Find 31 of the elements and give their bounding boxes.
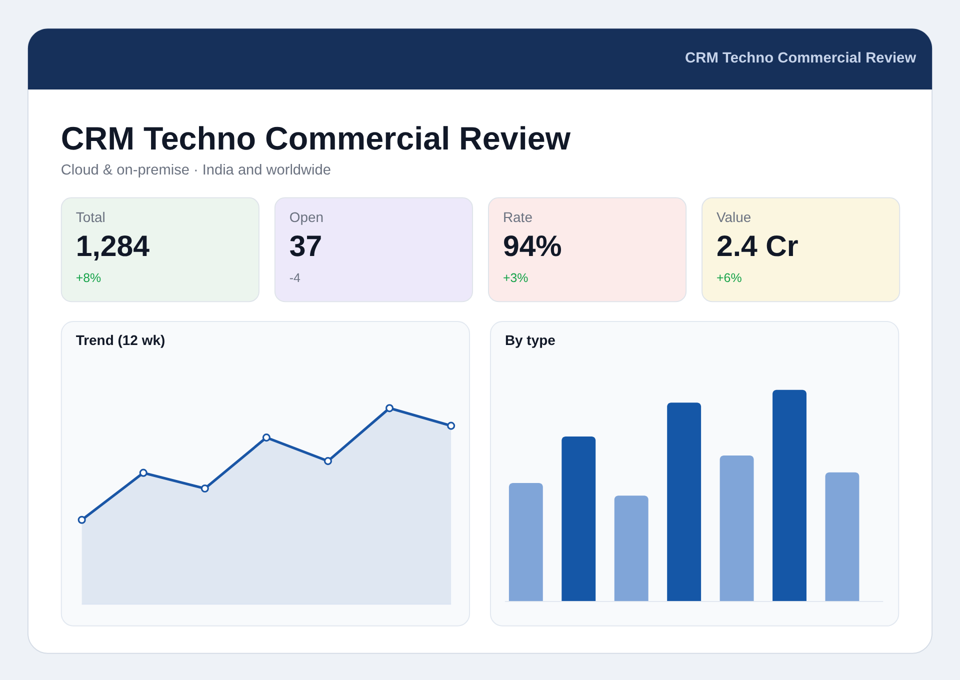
point: [200, 484, 209, 493]
text: CRM Techno Commercial Review: [60, 120, 572, 156]
text: -4: [289, 271, 301, 286]
bar: [508, 482, 543, 602]
bar: [614, 496, 648, 602]
text: Rate: [502, 209, 533, 226]
bar: [562, 436, 596, 602]
point: [324, 457, 332, 466]
text: Total: [76, 209, 106, 226]
text: CRM Techno Commercial Review: [685, 50, 917, 67]
text: Open: [289, 209, 324, 226]
point: [78, 516, 86, 524]
text: +8%: [76, 271, 102, 286]
text: +3%: [502, 271, 528, 286]
bar: [720, 455, 754, 602]
point: [139, 468, 148, 477]
bar: [825, 472, 860, 602]
text: Cloud & on-premise · India and worldwide: [60, 162, 331, 178]
chart-title: Trend (12 wk): [76, 332, 166, 348]
chart-title: By type: [504, 332, 556, 348]
text: 94%: [502, 230, 562, 264]
point: [385, 404, 394, 412]
point: [447, 422, 456, 430]
text: 37: [289, 230, 322, 264]
text: Value: [716, 209, 752, 226]
bar: [772, 390, 806, 602]
text: +6%: [716, 271, 742, 286]
text: 2.4 Cr: [716, 230, 798, 264]
bar: [667, 402, 702, 602]
point: [262, 434, 270, 442]
text: 1,284: [76, 230, 150, 264]
